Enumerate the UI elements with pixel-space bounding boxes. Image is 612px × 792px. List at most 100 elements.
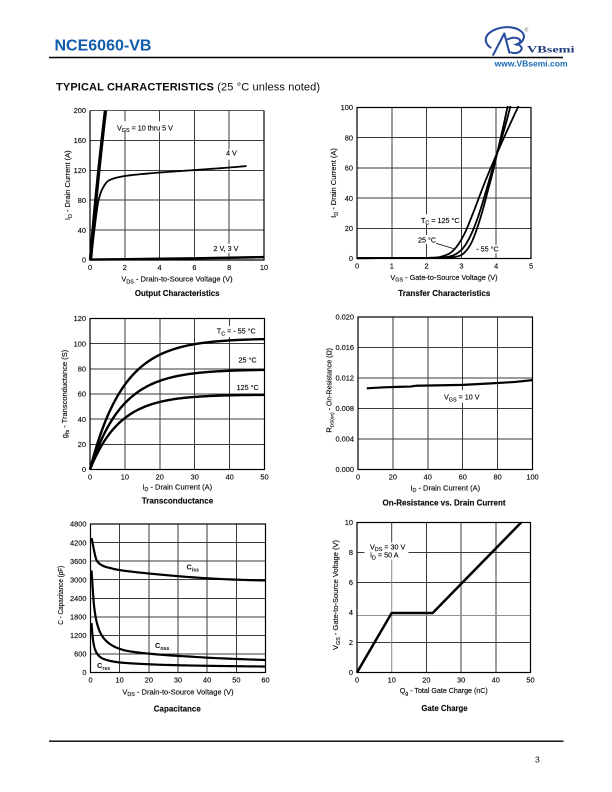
- svg-text:VDS = 30 V: VDS = 30 V: [370, 542, 405, 553]
- svg-text:20: 20: [156, 473, 164, 482]
- svg-text:C - Capacitance (pF): C - Capacitance (pF): [56, 565, 65, 624]
- svg-text:4: 4: [158, 263, 162, 272]
- svg-text:Gate Charge: Gate Charge: [421, 703, 468, 713]
- svg-text:120: 120: [74, 166, 86, 175]
- svg-text:100: 100: [526, 473, 538, 482]
- svg-text:40: 40: [203, 676, 211, 685]
- svg-text:10: 10: [121, 473, 129, 482]
- svg-text:Transconductance: Transconductance: [142, 496, 214, 506]
- svg-text:0.000: 0.000: [336, 465, 355, 474]
- svg-text:0: 0: [355, 262, 359, 271]
- svg-text:60: 60: [459, 473, 467, 482]
- svg-text:80: 80: [78, 196, 86, 205]
- svg-text:40: 40: [225, 473, 233, 482]
- svg-text:0: 0: [82, 668, 86, 677]
- svg-text:120: 120: [74, 314, 86, 323]
- svg-text:10: 10: [345, 518, 353, 527]
- svg-text:0: 0: [349, 254, 353, 263]
- svg-text:®: ®: [525, 27, 529, 34]
- svg-text:5: 5: [529, 262, 533, 271]
- svg-text:4800: 4800: [70, 520, 86, 529]
- svg-text:80: 80: [493, 473, 501, 482]
- svg-text:80: 80: [78, 365, 86, 374]
- svg-text:TYPICAL CHARACTERISTICS (25 °C: TYPICAL CHARACTERISTICS (25 °C unless no…: [56, 82, 320, 94]
- svg-text:20: 20: [145, 676, 153, 685]
- svg-text:TC = - 55 °C: TC = - 55 °C: [217, 327, 256, 338]
- svg-text:0: 0: [88, 473, 92, 482]
- svg-text:40: 40: [492, 676, 500, 685]
- svg-text:ID = 50 A: ID = 50 A: [370, 551, 399, 562]
- svg-text:0.012: 0.012: [336, 374, 355, 383]
- svg-text:1200: 1200: [70, 631, 86, 640]
- svg-text:10: 10: [260, 263, 268, 272]
- svg-text:4: 4: [494, 262, 498, 271]
- svg-text:2: 2: [349, 638, 353, 647]
- svg-text:0.004: 0.004: [336, 435, 355, 444]
- svg-text:20: 20: [345, 224, 353, 233]
- svg-text:ID - Drain Current (A): ID - Drain Current (A): [142, 482, 212, 493]
- svg-text:60: 60: [345, 164, 353, 173]
- svg-text:0: 0: [356, 473, 360, 482]
- svg-text:Capacitance: Capacitance: [154, 703, 201, 713]
- svg-text:Ciss: Ciss: [187, 563, 200, 574]
- svg-text:0.016: 0.016: [336, 343, 355, 352]
- svg-text:1800: 1800: [70, 613, 86, 622]
- svg-text:2 V, 3 V: 2 V, 3 V: [214, 244, 239, 253]
- svg-text:0.008: 0.008: [336, 404, 355, 413]
- svg-text:0: 0: [82, 256, 86, 265]
- svg-text:0: 0: [355, 676, 359, 685]
- svg-text:6: 6: [192, 263, 196, 272]
- svg-text:20: 20: [389, 473, 397, 482]
- svg-text:Output Characteristics: Output Characteristics: [135, 288, 220, 298]
- svg-text:Coss: Coss: [155, 641, 169, 652]
- svg-text:100: 100: [74, 339, 86, 348]
- svg-text:2: 2: [123, 263, 127, 272]
- svg-text:Crss: Crss: [97, 661, 110, 672]
- svg-text:2400: 2400: [70, 594, 86, 603]
- svg-text:10: 10: [116, 676, 124, 685]
- svg-text:100: 100: [341, 103, 353, 112]
- svg-text:40: 40: [345, 194, 353, 203]
- svg-text:160: 160: [74, 136, 86, 145]
- svg-text:4 V: 4 V: [226, 149, 237, 158]
- svg-text:3600: 3600: [70, 557, 86, 566]
- svg-text:4200: 4200: [70, 538, 86, 547]
- svg-text:60: 60: [78, 390, 86, 399]
- svg-text:RDS(on) - On-Resistance (Ω): RDS(on) - On-Resistance (Ω): [325, 348, 335, 433]
- svg-text:200: 200: [74, 106, 86, 115]
- svg-text:125 °C: 125 °C: [237, 383, 259, 392]
- svg-text:30: 30: [174, 676, 182, 685]
- svg-text:60: 60: [261, 676, 269, 685]
- svg-text:40: 40: [78, 415, 86, 424]
- svg-text:25 °C: 25 °C: [239, 355, 257, 364]
- svg-text:gfs - Transconductance (S): gfs - Transconductance (S): [60, 349, 71, 438]
- svg-text:NCE6060-VB: NCE6060-VB: [55, 38, 152, 55]
- svg-text:50: 50: [260, 473, 268, 482]
- svg-text:VGS - Gate-to-Source Voltage (: VGS - Gate-to-Source Voltage (V): [390, 273, 497, 284]
- svg-text:8: 8: [227, 263, 231, 272]
- svg-text:0.020: 0.020: [336, 313, 355, 322]
- svg-text:3000: 3000: [70, 575, 86, 584]
- svg-text:Transfer Characteristics: Transfer Characteristics: [398, 288, 490, 298]
- svg-text:3: 3: [459, 262, 463, 271]
- svg-text:10: 10: [388, 676, 396, 685]
- svg-text:Qg - Total Gate Charge (nC): Qg - Total Gate Charge (nC): [400, 687, 488, 697]
- svg-text:VDS - Drain-to-Source Voltage: VDS - Drain-to-Source Voltage (V): [122, 687, 234, 698]
- svg-text:VGS = 10 thru 5 V: VGS = 10 thru 5 V: [117, 123, 173, 134]
- svg-text:3: 3: [535, 755, 540, 765]
- svg-text:30: 30: [191, 473, 199, 482]
- svg-text:ID - Drain Current (A): ID - Drain Current (A): [329, 148, 340, 218]
- svg-text:8: 8: [349, 548, 353, 557]
- svg-text:0: 0: [88, 676, 92, 685]
- svg-text:4: 4: [349, 608, 353, 617]
- svg-text:6: 6: [349, 578, 353, 587]
- svg-text:www.VBsemi.com: www.VBsemi.com: [494, 59, 568, 69]
- svg-text:2: 2: [425, 262, 429, 271]
- svg-text:On-Resistance vs. Drain Curren: On-Resistance vs. Drain Current: [383, 497, 506, 507]
- svg-text:TC = 125 °C: TC = 125 °C: [421, 216, 460, 227]
- svg-text:30: 30: [457, 676, 465, 685]
- svg-text:20: 20: [78, 440, 86, 449]
- svg-text:- 55 °C: - 55 °C: [476, 245, 498, 254]
- svg-text:25 °C: 25 °C: [418, 235, 436, 244]
- svg-text:50: 50: [232, 676, 240, 685]
